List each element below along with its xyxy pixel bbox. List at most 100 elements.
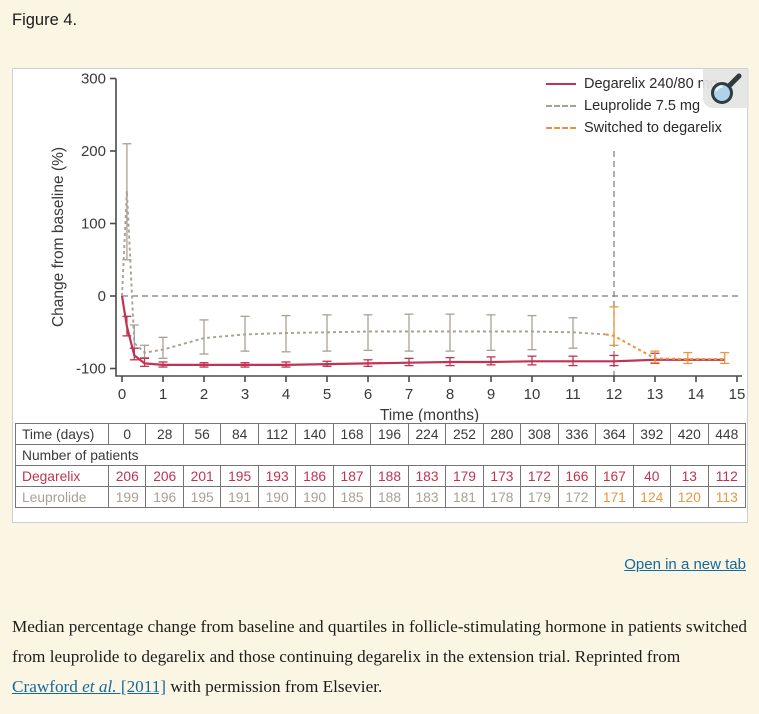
table-cell: 308	[520, 423, 559, 445]
caption-text: with permission from Elsevier.	[166, 677, 383, 696]
y-tick-label: 300	[81, 71, 106, 88]
table-row-section: Number of patients	[15, 444, 746, 466]
table-cell: 195	[220, 465, 259, 487]
table-cell: 252	[445, 423, 484, 445]
x-tick-label: 9	[487, 386, 495, 403]
table-cell: 199	[107, 486, 147, 508]
x-tick-label: 4	[282, 386, 290, 403]
table-cell: Time (days)	[15, 423, 109, 445]
table-cell: 186	[295, 465, 334, 487]
x-tick-label: 14	[688, 386, 705, 403]
legend-label: Leuprolide 7.5 mg	[584, 98, 701, 114]
x-tick-label: 15	[729, 386, 746, 403]
table-cell: 196	[370, 423, 409, 445]
degarelix-line-swatch	[546, 83, 576, 85]
legend-label: Switched to degarelix	[584, 120, 722, 136]
axes	[115, 78, 742, 377]
table-cell: 183	[407, 486, 447, 508]
table-cell: 120	[670, 486, 709, 508]
figure-panel: -100 0 100 200 300 0 1 2 3 4 5 6 7 8 9 10 11 12 13 14 15 Time…	[12, 68, 749, 523]
table-cell: 190	[295, 486, 334, 508]
table-cell: 124	[632, 486, 672, 508]
table-cell: 13	[670, 465, 709, 487]
x-tick-label: 7	[405, 386, 413, 403]
table-cell: 112	[257, 423, 297, 445]
table-cell: 420	[670, 423, 709, 445]
table-cell: 195	[182, 486, 222, 508]
table-cell: 0	[107, 423, 147, 445]
table-cell: 364	[595, 423, 634, 445]
table-cell: 178	[482, 486, 522, 508]
table-cell: Degarelix	[15, 465, 109, 487]
magnifier-icon	[711, 73, 742, 104]
x-tick-label: 10	[524, 386, 541, 403]
x-tick-label: 3	[241, 386, 249, 403]
x-tick-label: 2	[200, 386, 208, 403]
table-cell: 113	[707, 486, 746, 508]
open-link-row: Open in a new tab	[0, 556, 746, 574]
caption-text: Median percentage change from baseline a…	[12, 617, 748, 666]
table-cell: 201	[182, 465, 222, 487]
chart-legend: Degarelix 240/80 mg Leuprolide 7.5 mg Sw…	[546, 73, 722, 139]
x-axis-label: Time (months)	[380, 407, 479, 422]
zoom-image-button[interactable]	[703, 69, 749, 108]
table-cell: 193	[257, 465, 297, 487]
table-row-leuprolide: Leuprolide 199 196 195 191 190 190 185 188 183 181…	[15, 486, 746, 508]
table-cell: 448	[707, 423, 746, 445]
x-tick-label: 5	[323, 386, 331, 403]
table-cell: 190	[257, 486, 297, 508]
table-cell: 167	[595, 465, 634, 487]
table-row-degarelix: Degarelix 206 206 201 195 193 186 187 188 183 179 1…	[15, 465, 746, 487]
table-row-time: Time (days) 0 28 56 84 112 140 168 196 224 252 280 3…	[15, 423, 746, 445]
x-tick-label: 11	[565, 386, 581, 403]
x-tick-label: 12	[606, 386, 623, 403]
table-cell: Number of patients	[15, 444, 746, 466]
table-cell: 206	[145, 465, 184, 487]
y-axis-label: Change from baseline (%)	[50, 147, 67, 327]
y-tick-label: 0	[98, 288, 106, 305]
table-cell: 187	[332, 465, 372, 487]
table-cell: 171	[595, 486, 634, 508]
table-cell: 56	[182, 423, 222, 445]
legend-item-degarelix: Degarelix 240/80 mg	[546, 73, 722, 95]
figure-caption: Median percentage change from baseline a…	[12, 612, 748, 702]
switched-line-swatch	[546, 127, 576, 129]
series-leuprolide-7-5-mg	[121, 143, 606, 360]
table-cell: 172	[520, 465, 559, 487]
legend-item-switched: Switched to degarelix	[546, 117, 722, 139]
table-cell: 181	[445, 486, 484, 508]
table-cell: 224	[407, 423, 447, 445]
page-title: Figure 4.	[12, 11, 78, 29]
table-cell: 183	[407, 465, 447, 487]
table-cell: 206	[107, 465, 147, 487]
table-cell: 166	[557, 465, 597, 487]
table-cell: 280	[482, 423, 522, 445]
table-cell: 336	[557, 423, 597, 445]
patients-table: Time (days) 0 28 56 84 112 140 168 196 224 252 280 3…	[15, 423, 746, 508]
table-cell: 28	[145, 423, 184, 445]
y-tick-label: -100	[76, 361, 106, 378]
table-cell: 188	[370, 486, 409, 508]
table-cell: 191	[220, 486, 259, 508]
table-cell: 185	[332, 486, 372, 508]
table-cell: 392	[632, 423, 672, 445]
series-switched-to-degarelix	[605, 306, 730, 365]
x-tick-label: 13	[647, 386, 664, 403]
x-tick-label: 0	[118, 386, 126, 403]
table-cell: 84	[220, 423, 259, 445]
citation-link[interactable]: Crawford et al. [2011]	[12, 677, 167, 696]
open-in-new-tab-link[interactable]: Open in a new tab	[624, 556, 746, 573]
table-cell: 168	[332, 423, 372, 445]
table-cell: 112	[707, 465, 746, 487]
table-cell: 140	[295, 423, 334, 445]
leuprolide-line-swatch	[546, 105, 576, 107]
table-cell: 196	[145, 486, 184, 508]
table-cell: 40	[632, 465, 672, 487]
table-cell: 173	[482, 465, 522, 487]
y-tick-label: 100	[81, 216, 106, 233]
table-cell: 179	[445, 465, 484, 487]
legend-label: Degarelix 240/80 mg	[584, 76, 718, 92]
legend-item-leuprolide: Leuprolide 7.5 mg	[546, 95, 722, 117]
x-tick-label: 6	[364, 386, 372, 403]
